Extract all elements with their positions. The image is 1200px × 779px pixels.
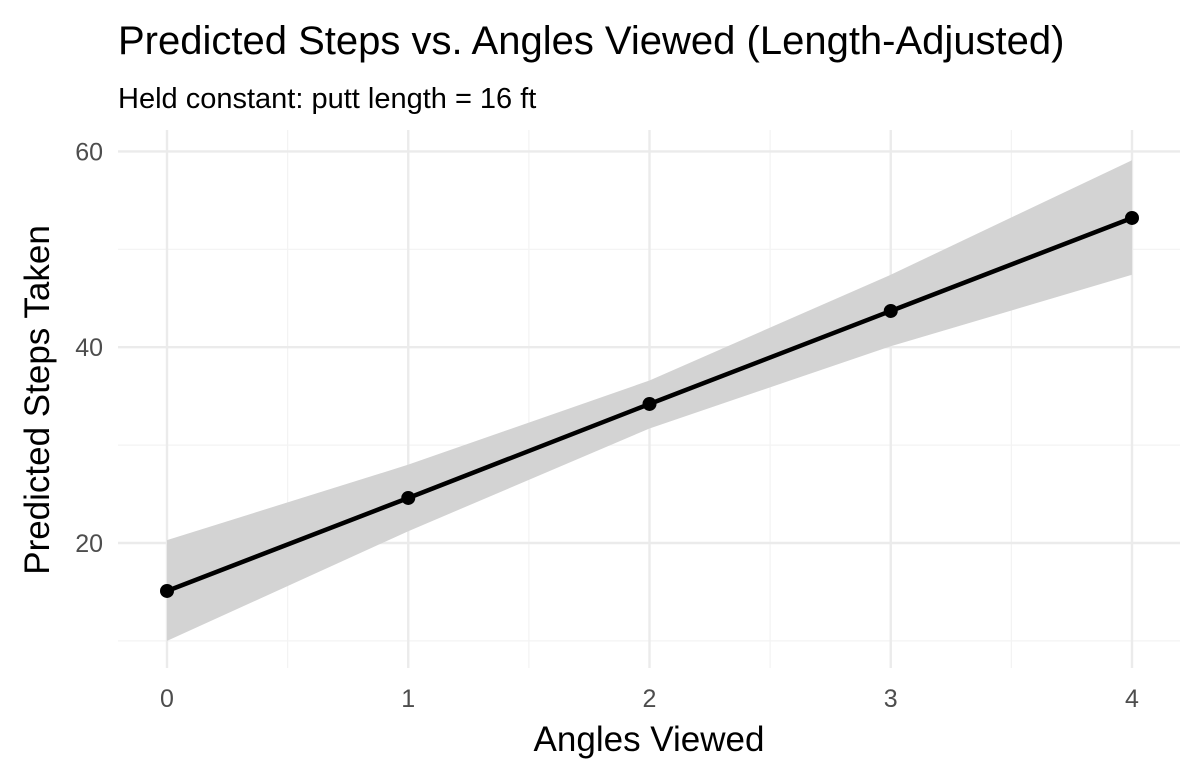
y-tick-label: 60 bbox=[75, 138, 103, 166]
x-tick-label: 1 bbox=[401, 685, 415, 713]
data-point bbox=[1125, 210, 1139, 225]
data-point bbox=[160, 583, 174, 598]
x-tick-label: 0 bbox=[160, 685, 174, 713]
x-tick-label: 3 bbox=[884, 685, 898, 713]
y-tick-label: 20 bbox=[75, 530, 103, 558]
chart-title: Predicted Steps vs. Angles Viewed (Lengt… bbox=[118, 19, 1064, 63]
y-axis-ticks: 20 40 60 bbox=[75, 138, 103, 558]
chart-subtitle: Held constant: putt length = 16 ft bbox=[118, 83, 536, 115]
y-axis-title: Predicted Steps Taken bbox=[18, 225, 57, 575]
data-points bbox=[160, 210, 1139, 598]
data-point bbox=[401, 490, 416, 505]
x-tick-label: 2 bbox=[643, 685, 657, 713]
x-tick-label: 4 bbox=[1125, 685, 1139, 713]
y-tick-label: 40 bbox=[75, 334, 103, 362]
data-point bbox=[642, 396, 657, 411]
data-point bbox=[883, 303, 898, 318]
x-axis-title: Angles Viewed bbox=[534, 720, 765, 759]
x-axis-ticks: 0 1 2 3 4 bbox=[160, 685, 1139, 713]
